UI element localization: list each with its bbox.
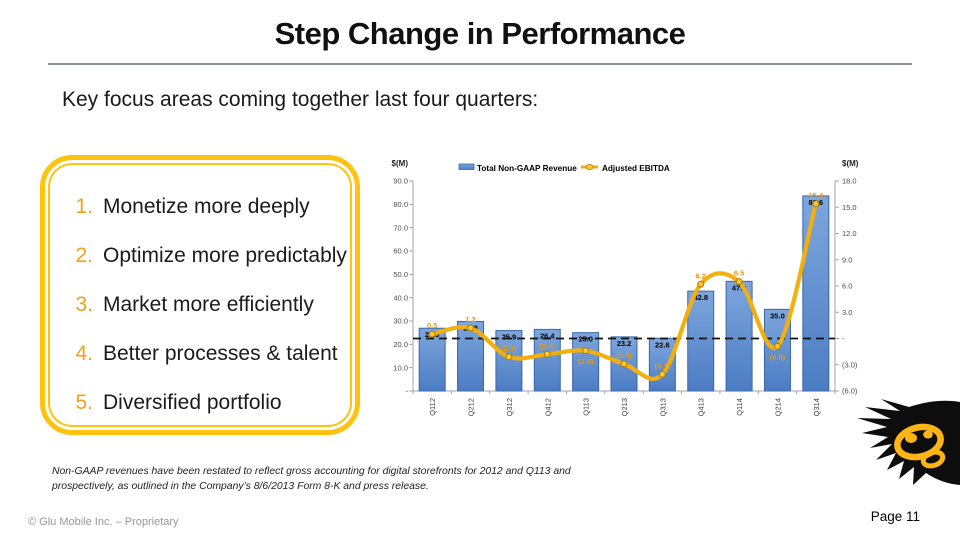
category-label: Q112 [428, 398, 437, 416]
line-marker [543, 350, 551, 358]
svg-text:(2.9): (2.9) [616, 351, 632, 360]
svg-text:9.0: 9.0 [842, 255, 852, 264]
chart-canvas: 90.0 80.0 70.0 60.0 50.0 40.0 30.0 20.0 10.0 - 18.… [392, 159, 859, 416]
svg-text:26.4: 26.4 [540, 331, 555, 340]
svg-text:$(M): $(M) [392, 159, 409, 168]
title-divider [48, 63, 912, 65]
list-item: 5. Diversified portfolio [45, 378, 355, 427]
svg-text:25.9: 25.9 [502, 333, 517, 342]
list-label: Monetize more deeply [103, 194, 310, 218]
list-number: 2. [75, 243, 93, 267]
category-label: Q212 [467, 398, 476, 416]
list-number: 4. [75, 341, 93, 365]
svg-text:-: - [406, 387, 409, 396]
svg-text:(6.0): (6.0) [842, 387, 858, 396]
bar [495, 330, 523, 392]
line-marker [428, 330, 436, 338]
line-marker [620, 360, 628, 368]
svg-text:70.0: 70.0 [393, 223, 408, 232]
bar [572, 332, 600, 392]
list-item: 1. Monetize more deeply [45, 182, 355, 231]
page-number: Page 11 [870, 509, 920, 524]
list-item: 3. Market more efficiently [45, 280, 355, 329]
bar [687, 290, 715, 392]
svg-text:47.0: 47.0 [732, 283, 747, 292]
glu-splat-icon [857, 399, 960, 485]
bar [802, 195, 830, 392]
svg-text:1.2: 1.2 [465, 315, 475, 324]
subtitle: Key focus areas coming together last fou… [62, 88, 539, 111]
list-number: 1. [75, 194, 93, 218]
line-marker [582, 347, 590, 355]
category-label: Q213 [620, 398, 629, 416]
legend-label: Adjusted EBITDA [602, 164, 670, 173]
category-label: Q113 [582, 398, 591, 416]
footnote: Non-GAAP revenues have been restated to … [52, 466, 571, 493]
svg-text:3.0: 3.0 [842, 308, 852, 317]
line-marker [697, 280, 705, 288]
svg-text:35.0: 35.0 [770, 311, 785, 320]
legend-label: Total Non-GAAP Revenue [477, 164, 577, 173]
legend-bar-swatch [458, 163, 475, 170]
glu-logo [845, 392, 960, 487]
svg-text:6.2: 6.2 [696, 271, 706, 280]
svg-text:(2.1): (2.1) [501, 344, 517, 353]
svg-text:90.0: 90.0 [393, 177, 408, 186]
page-title: Step Change in Performance [274, 16, 686, 51]
svg-text:23.2: 23.2 [617, 339, 632, 348]
svg-text:(1.8): (1.8) [540, 341, 556, 350]
line-marker [812, 200, 820, 208]
svg-text:-: - [842, 334, 845, 343]
bar [648, 337, 676, 392]
category-label: Q412 [543, 398, 552, 416]
svg-text:12.0: 12.0 [842, 229, 857, 238]
svg-text:15.4: 15.4 [809, 191, 824, 200]
svg-text:(3.0): (3.0) [842, 360, 858, 369]
category-label: Q214 [773, 398, 782, 416]
category-label: Q312 [505, 398, 514, 416]
line-marker [773, 342, 781, 350]
category-label: Q314 [812, 398, 821, 416]
copyright-text: © Glu Mobile Inc. – Proprietary [28, 516, 179, 528]
svg-text:30.0: 30.0 [393, 317, 408, 326]
list-number: 5. [75, 390, 93, 414]
category-label: Q413 [697, 398, 706, 416]
svg-text:50.0: 50.0 [393, 270, 408, 279]
list-label: Diversified portfolio [103, 390, 282, 414]
svg-text:6.0: 6.0 [842, 282, 852, 291]
list-item: 2. Optimize more predictably [45, 231, 355, 280]
key-focus-box: 1. Monetize more deeply 2. Optimize more… [40, 155, 360, 435]
svg-text:22.6: 22.6 [655, 340, 670, 349]
bar [533, 328, 561, 392]
svg-text:20.0: 20.0 [393, 340, 408, 349]
svg-text:0.5: 0.5 [427, 321, 437, 330]
category-label: Q313 [658, 398, 667, 416]
line-marker [467, 324, 475, 332]
list-label: Optimize more predictably [103, 243, 347, 267]
svg-text:42.8: 42.8 [693, 293, 708, 302]
line-marker [735, 278, 743, 286]
line-marker [505, 353, 513, 361]
svg-text:40.0: 40.0 [393, 293, 408, 302]
svg-text:(1.4): (1.4) [578, 357, 594, 366]
svg-text:18.0: 18.0 [842, 177, 857, 186]
list-item: 4. Better processes & talent [45, 329, 355, 378]
svg-text:80.0: 80.0 [393, 200, 408, 209]
list-number: 3. [75, 292, 93, 316]
list-label: Market more efficiently [103, 292, 314, 316]
svg-text:(0.9): (0.9) [770, 352, 786, 361]
svg-text:10.0: 10.0 [393, 363, 408, 372]
list-label: Better processes & talent [103, 341, 338, 365]
svg-text:(4.1): (4.1) [655, 361, 671, 370]
svg-text:60.0: 60.0 [393, 247, 408, 256]
svg-text:15.0: 15.0 [842, 203, 857, 212]
category-label: Q114 [735, 398, 744, 416]
svg-text:6.5: 6.5 [734, 269, 744, 278]
svg-text:$(M): $(M) [842, 159, 859, 168]
line-marker [658, 370, 666, 378]
revenue-ebitda-chart: 90.0 80.0 70.0 60.0 50.0 40.0 30.0 20.0 10.0 - 18.… [385, 152, 900, 444]
